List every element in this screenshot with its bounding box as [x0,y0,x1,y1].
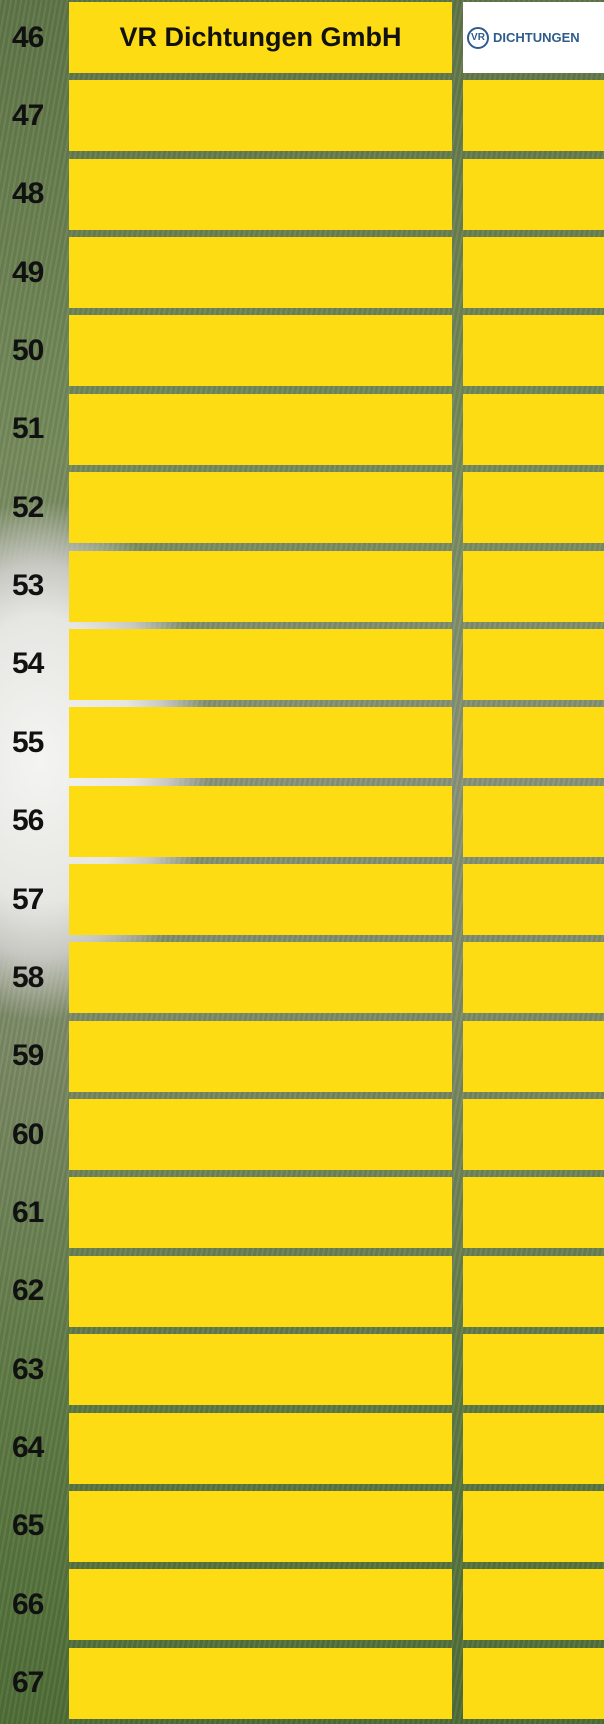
sponsor-name-cell [69,158,452,230]
sponsor-row: 47 [0,80,604,152]
sponsor-logo-cell [463,1177,604,1249]
sponsor-logo-cell [463,472,604,544]
sponsor-logo-cell [463,1490,604,1562]
row-number: 46 [12,20,44,54]
sponsor-name-cell [69,1020,452,1092]
row-number: 62 [12,1274,44,1308]
sponsor-row: 63 [0,1334,604,1406]
sponsor-logo-cell [463,1099,604,1171]
sponsor-logo-cell [463,550,604,622]
sponsor-logo-cell [463,1569,604,1641]
sponsor-name-cell [69,864,452,935]
row-number: 65 [12,1509,44,1543]
sponsor-name: VR Dichtungen GmbH [69,2,452,73]
logo-text: DICHTUNGEN [493,30,580,45]
sponsor-name-cell [69,1490,452,1562]
sponsor-name-cell [69,1099,452,1171]
row-number: 59 [12,1039,44,1073]
sponsor-row: 49 [0,237,604,309]
sponsor-name-cell [69,237,452,309]
sponsor-logo-cell [463,1255,604,1327]
sponsor-row: 61 [0,1177,604,1249]
sponsor-name-cell [69,393,452,465]
sponsor-logo-cell [463,237,604,309]
sponsor-name-cell [69,942,452,1014]
sponsor-logo-cell [463,864,604,935]
sponsor-logo: VR DICHTUNGEN [463,2,604,73]
sponsor-logo-cell [463,1647,604,1719]
logo-mark: VR [467,26,489,49]
sponsor-row: 65 [0,1490,604,1562]
sponsor-row: 64 [0,1412,604,1484]
sponsor-row: 46 VR Dichtungen GmbH VR DICHTUNGEN [0,2,604,73]
sponsor-row: 66 [0,1569,604,1641]
sponsor-row: 62 [0,1255,604,1327]
sponsor-name-cell [69,707,452,779]
sponsor-logo-cell [463,785,604,857]
sponsor-row: 54 [0,628,604,700]
sponsor-logo-cell [463,707,604,779]
row-number: 67 [12,1666,44,1700]
row-number: 52 [12,490,44,524]
row-number: 50 [12,333,44,367]
sponsor-logo-cell [463,1334,604,1406]
row-number: 53 [12,569,44,603]
sponsor-row: 58 [0,942,604,1014]
row-number: 47 [12,98,44,132]
sponsor-logo-cell [463,80,604,152]
sponsor-name-cell [69,785,452,857]
sponsor-row: 48 [0,158,604,230]
sponsor-name-cell [69,472,452,544]
sponsor-logo-cell [463,158,604,230]
sponsor-name-cell [69,1255,452,1327]
sponsor-name-cell [69,1569,452,1641]
sponsor-name-cell [69,315,452,387]
sponsor-name-cell [69,628,452,700]
row-number: 48 [12,177,44,211]
row-number: 55 [12,725,44,759]
sponsor-row: 55 [0,707,604,779]
sponsor-logo-cell [463,1412,604,1484]
sponsor-row: 52 [0,472,604,544]
sponsor-row: 51 [0,393,604,465]
sponsor-row: 56 [0,785,604,857]
row-number: 61 [12,1195,44,1229]
sponsor-row: 60 [0,1099,604,1171]
row-number: 49 [12,255,44,289]
row-number: 57 [12,882,44,916]
sponsor-logo-cell [463,942,604,1014]
sponsor-logo-cell [463,315,604,387]
sponsor-name-cell [69,1177,452,1249]
sponsor-name-cell [69,80,452,152]
row-number: 64 [12,1431,44,1465]
sponsor-logo-cell [463,393,604,465]
sponsor-name-cell [69,1412,452,1484]
row-number: 63 [12,1352,44,1386]
sponsor-name-cell [69,1647,452,1719]
sponsor-logo-cell [463,628,604,700]
sponsor-name-cell [69,550,452,622]
row-number: 58 [12,960,44,994]
sponsor-row: 53 [0,550,604,622]
sponsor-row: 57 [0,864,604,935]
sponsor-logo-cell [463,1020,604,1092]
sponsor-name-cell [69,1334,452,1406]
sponsor-row: 50 [0,315,604,387]
sponsor-row: 67 [0,1647,604,1719]
row-number: 51 [12,412,44,446]
row-number: 60 [12,1117,44,1151]
row-number: 56 [12,804,44,838]
sponsor-row: 59 [0,1020,604,1092]
row-number: 54 [12,647,44,681]
row-number: 66 [12,1587,44,1621]
